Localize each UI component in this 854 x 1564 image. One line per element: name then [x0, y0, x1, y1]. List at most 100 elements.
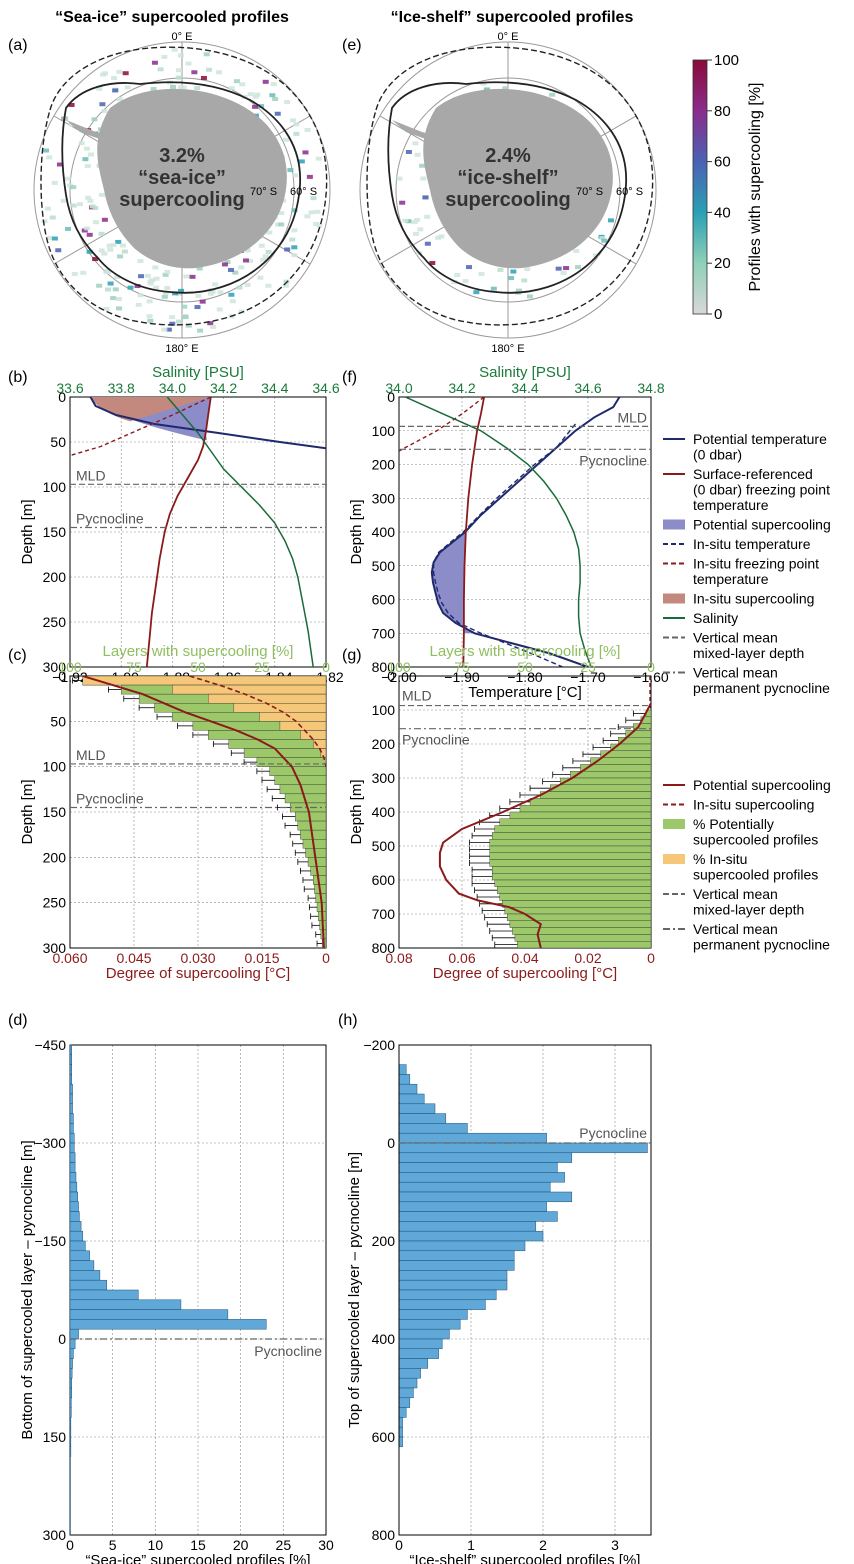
map-dot: [275, 222, 282, 227]
bar-insitu: [259, 712, 326, 722]
map-dot: [106, 243, 113, 248]
histogram-bar: [69, 1417, 72, 1428]
map-dot: [244, 282, 251, 287]
map-dot: [157, 67, 164, 72]
histogram-bar: [69, 1319, 267, 1330]
map-dot: [508, 276, 515, 281]
histogram-bar: [398, 1172, 565, 1183]
sea-ice-edge-dashed: [366, 46, 654, 326]
map-dot: [233, 79, 240, 84]
sea-ice-edge-solid: [387, 81, 627, 294]
map-dot: [272, 96, 279, 101]
map-dot: [574, 265, 581, 270]
mld-label: MLD: [617, 409, 647, 425]
histogram-bar: [69, 1093, 73, 1105]
map-dot: [497, 267, 504, 272]
histogram-bar: [398, 1103, 436, 1114]
map-dot: [46, 155, 53, 160]
x2-axis-label: Salinity [PSU]: [152, 364, 244, 381]
sea-ice-edge-solid: [61, 81, 301, 294]
map-dot: [137, 293, 144, 298]
map-dot: [607, 218, 614, 223]
insitu-freezing-point-line: [70, 397, 212, 457]
histogram-bar: [398, 1397, 411, 1408]
legend-text: Potential supercooling: [693, 777, 831, 793]
x2-tick-label: 33.6: [56, 380, 83, 396]
map-dot: [560, 270, 567, 275]
map-dot: [101, 251, 108, 256]
map-dot: [316, 223, 323, 228]
y-tick-label: 200: [43, 569, 67, 585]
map-dot: [291, 253, 298, 258]
y-tick-label: 800: [372, 1527, 396, 1543]
legend-text: In-situ freezing point: [693, 556, 819, 572]
x-tick-label: 5: [109, 1537, 117, 1553]
histogram-bar: [398, 1191, 573, 1203]
map-dot: [98, 192, 105, 197]
histogram-bar: [69, 1338, 76, 1350]
bar-insitu: [208, 693, 326, 704]
map-dot: [510, 269, 517, 274]
map-dot: [291, 228, 298, 233]
map-dot: [270, 82, 277, 87]
y-tick-label: 200: [372, 1233, 396, 1249]
map-dot: [435, 235, 442, 240]
map-label-60s: 60° S: [290, 186, 317, 198]
x2-tick-label: 25: [254, 659, 270, 675]
legend-text: In-situ temperature: [693, 536, 811, 552]
map-dot: [284, 100, 291, 105]
map-dot: [55, 248, 62, 253]
map-dot: [164, 269, 171, 274]
map-dot: [524, 267, 531, 272]
y-tick-label: 0: [387, 668, 395, 684]
map-dot: [224, 260, 231, 265]
map-dot: [176, 75, 183, 80]
x-axis-label: “Sea-ice” supercooled profiles [%]: [85, 1552, 310, 1564]
histogram-bar: [69, 1152, 76, 1163]
x-tick-label: 3: [611, 1537, 619, 1553]
x-tick-label: 0.08: [385, 950, 412, 966]
map-dot: [177, 53, 184, 58]
bar-potential: [509, 920, 651, 928]
map-dot: [239, 82, 246, 87]
y-tick-label: 300: [43, 659, 67, 675]
panel-label-a: (a): [8, 37, 28, 54]
histogram-bar: [398, 1299, 486, 1310]
map-dot: [115, 239, 122, 244]
histogram-bar: [69, 1446, 72, 1457]
map-dot: [98, 231, 105, 236]
x2-tick-label: 34.2: [448, 380, 475, 396]
map-ice-shelf: 0° E 180° E 70° S 60° S 2.4% “ice-shelf”…: [359, 31, 657, 355]
bar-potential: [509, 811, 651, 819]
insitu-temperature-line: [432, 423, 576, 667]
map-dot: [96, 283, 103, 288]
histogram-bar: [69, 1377, 72, 1389]
histogram-bar: [398, 1230, 544, 1242]
histogram-bar: [69, 1309, 229, 1320]
map-dot: [92, 220, 99, 225]
legend-c: Potential supercooling In-situ supercooli…: [663, 777, 831, 953]
y-tick-label: 800: [372, 659, 396, 675]
y-tick-label: 500: [372, 558, 396, 574]
map-stat-label: “ice-shelf”: [457, 167, 558, 189]
colorbar-tick-label: 20: [714, 255, 731, 272]
map-dot: [70, 185, 77, 190]
histogram-bar: [398, 1074, 411, 1085]
x2-axis-label: Layers with supercooling [%]: [103, 643, 294, 660]
histogram-bar: [69, 1083, 73, 1095]
y-tick-label: 0: [58, 1331, 66, 1347]
map-dot: [411, 220, 418, 225]
chart-g: 0.08 0.06 0.04 0.02 001002003004005006007008…: [348, 643, 655, 982]
map-dot: [107, 281, 114, 286]
map-dot: [207, 321, 214, 326]
bar-potential: [492, 873, 651, 881]
map-dot: [252, 94, 259, 99]
map-dot: [478, 272, 485, 277]
y-tick-label: 50: [50, 434, 66, 450]
map-dot: [480, 81, 487, 86]
map-stat-percent: 2.4%: [485, 145, 531, 167]
histogram-bar: [398, 1064, 407, 1075]
histogram-bar: [69, 1289, 139, 1301]
y-tick-label: 150: [43, 524, 67, 540]
potential-supercooling-line: [438, 702, 651, 948]
